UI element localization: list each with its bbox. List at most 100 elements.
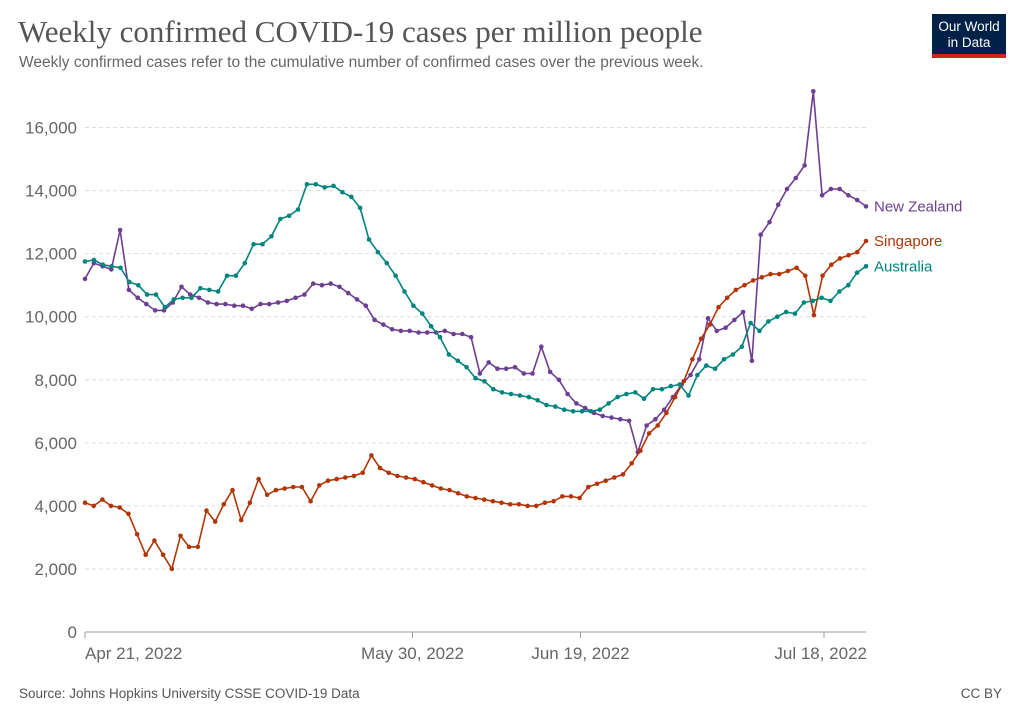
data-point-new-zealand[interactable] — [626, 418, 632, 424]
data-point-new-zealand[interactable] — [495, 366, 500, 372]
data-point-singapore[interactable] — [221, 502, 227, 507]
data-point-singapore[interactable] — [438, 486, 444, 491]
data-point-new-zealand[interactable] — [328, 281, 334, 286]
data-point-australia[interactable] — [686, 393, 691, 398]
data-point-new-zealand[interactable] — [477, 371, 483, 376]
data-point-australia[interactable] — [473, 375, 478, 381]
data-point-new-zealand[interactable] — [205, 300, 211, 305]
data-point-singapore[interactable] — [525, 503, 530, 509]
data-point-new-zealand[interactable] — [302, 292, 307, 297]
data-point-singapore[interactable] — [152, 538, 157, 543]
data-point-australia[interactable] — [357, 205, 363, 211]
data-point-new-zealand[interactable] — [503, 366, 509, 372]
data-point-new-zealand[interactable] — [460, 331, 465, 337]
data-point-new-zealand[interactable] — [424, 330, 430, 335]
data-point-new-zealand[interactable] — [565, 391, 570, 397]
data-point-australia[interactable] — [624, 391, 629, 397]
data-point-singapore[interactable] — [238, 517, 244, 523]
data-point-new-zealand[interactable] — [539, 344, 544, 350]
data-point-australia[interactable] — [207, 287, 212, 293]
data-point-singapore[interactable] — [108, 503, 114, 509]
series-line-singapore[interactable] — [84, 240, 867, 570]
data-point-singapore[interactable] — [603, 478, 608, 484]
data-point-singapore[interactable] — [829, 262, 834, 268]
data-point-singapore[interactable] — [837, 256, 843, 261]
owid-logo[interactable]: Our World in Data — [932, 14, 1006, 58]
data-point-singapore[interactable] — [516, 502, 522, 507]
data-point-singapore[interactable] — [212, 519, 218, 524]
data-point-singapore[interactable] — [291, 484, 296, 490]
data-point-australia[interactable] — [189, 295, 194, 301]
data-point-australia[interactable] — [570, 409, 576, 414]
data-point-singapore[interactable] — [100, 497, 105, 502]
data-point-australia[interactable] — [375, 249, 381, 255]
data-point-singapore[interactable] — [282, 486, 287, 491]
data-point-new-zealand[interactable] — [214, 301, 219, 307]
data-point-new-zealand[interactable] — [644, 423, 649, 428]
data-point-australia[interactable] — [260, 241, 265, 247]
data-point-singapore[interactable] — [560, 494, 565, 499]
data-point-singapore[interactable] — [742, 282, 747, 288]
data-point-australia[interactable] — [562, 407, 567, 413]
data-point-singapore[interactable] — [533, 503, 539, 509]
data-point-australia[interactable] — [544, 402, 549, 408]
data-point-australia[interactable] — [597, 407, 603, 413]
data-point-new-zealand[interactable] — [486, 360, 492, 365]
data-point-singapore[interactable] — [247, 500, 253, 506]
data-point-singapore[interactable] — [334, 476, 340, 482]
data-point-australia[interactable] — [854, 270, 860, 275]
data-point-australia[interactable] — [100, 262, 106, 268]
data-point-australia[interactable] — [384, 260, 390, 266]
data-point-australia[interactable] — [446, 352, 452, 357]
data-point-australia[interactable] — [224, 273, 230, 279]
data-point-singapore[interactable] — [664, 410, 669, 416]
data-point-singapore[interactable] — [733, 287, 739, 293]
data-point-new-zealand[interactable] — [363, 303, 369, 309]
data-point-new-zealand[interactable] — [600, 413, 605, 419]
data-point-new-zealand[interactable] — [284, 298, 290, 304]
data-point-australia[interactable] — [650, 386, 656, 392]
data-point-australia[interactable] — [695, 372, 700, 378]
data-point-singapore[interactable] — [369, 453, 374, 458]
data-point-australia[interactable] — [118, 265, 123, 271]
data-point-australia[interactable] — [783, 309, 789, 315]
series-label-australia[interactable]: Australia — [874, 258, 933, 275]
data-point-new-zealand[interactable] — [749, 358, 755, 364]
data-point-singapore[interactable] — [507, 502, 513, 507]
data-point-australia[interactable] — [491, 386, 496, 392]
data-point-new-zealand[interactable] — [723, 325, 728, 331]
data-point-australia[interactable] — [828, 298, 833, 304]
data-point-australia[interactable] — [437, 334, 443, 340]
data-point-australia[interactable] — [553, 404, 558, 409]
data-point-singapore[interactable] — [230, 487, 235, 493]
data-point-new-zealand[interactable] — [381, 322, 386, 327]
data-point-australia[interactable] — [801, 300, 807, 305]
data-point-new-zealand[interactable] — [416, 330, 421, 335]
data-point-new-zealand[interactable] — [767, 219, 772, 225]
data-point-new-zealand[interactable] — [310, 281, 316, 286]
data-point-new-zealand[interactable] — [863, 204, 869, 209]
data-point-singapore[interactable] — [499, 500, 504, 506]
data-point-australia[interactable] — [792, 311, 798, 316]
data-point-australia[interactable] — [499, 390, 505, 395]
data-point-singapore[interactable] — [629, 461, 634, 466]
data-point-australia[interactable] — [340, 189, 345, 195]
data-point-australia[interactable] — [730, 352, 736, 357]
data-point-singapore[interactable] — [117, 505, 122, 510]
data-point-australia[interactable] — [535, 398, 540, 403]
data-point-singapore[interactable] — [724, 295, 730, 301]
data-point-singapore[interactable] — [186, 544, 192, 550]
data-point-new-zealand[interactable] — [267, 301, 272, 307]
data-point-australia[interactable] — [171, 297, 177, 302]
data-point-new-zealand[interactable] — [547, 369, 553, 375]
data-point-australia[interactable] — [837, 289, 842, 294]
data-point-singapore[interactable] — [577, 495, 582, 501]
data-point-singapore[interactable] — [846, 252, 851, 258]
data-point-australia[interactable] — [659, 386, 665, 392]
data-point-australia[interactable] — [428, 323, 434, 329]
data-point-australia[interactable] — [331, 183, 336, 189]
data-point-singapore[interactable] — [690, 357, 695, 362]
data-point-australia[interactable] — [251, 241, 256, 247]
data-point-singapore[interactable] — [317, 483, 322, 488]
data-point-australia[interactable] — [721, 357, 727, 362]
